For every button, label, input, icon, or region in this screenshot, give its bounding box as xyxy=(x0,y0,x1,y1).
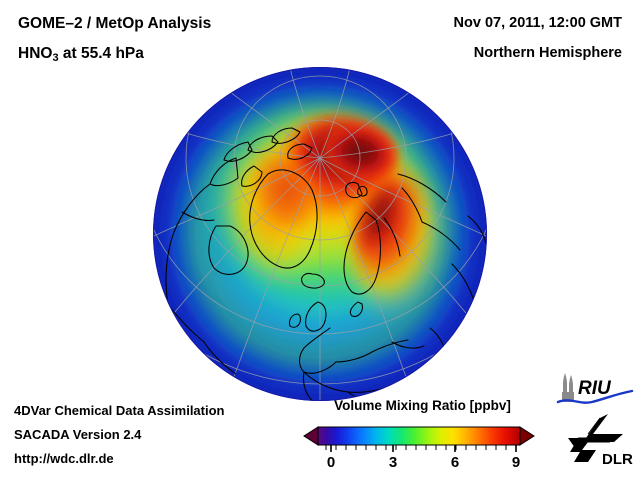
globe-data-field xyxy=(153,67,487,401)
colorbar-over-arrow xyxy=(519,426,535,446)
riu-wordmark: RIU xyxy=(578,378,612,399)
footer-version: SACADA Version 2.4 xyxy=(14,427,142,442)
dlr-wordmark: DLR xyxy=(602,451,633,468)
species-formula-prefix: HNO xyxy=(18,45,53,62)
colorbar-minor-ticks xyxy=(325,445,517,450)
colorbar-major-ticks xyxy=(330,445,517,452)
coastlines xyxy=(165,127,487,401)
page-title-species: HNO3 at 55.4 hPa xyxy=(18,45,144,64)
colorbar-gradient xyxy=(317,426,521,446)
dlr-mark-icon xyxy=(568,414,623,462)
globe-limb-outline xyxy=(153,67,487,401)
hemisphere-label: Northern Hemisphere xyxy=(473,45,622,61)
species-pressure-level: at 55.4 hPa xyxy=(58,45,144,62)
colorbar-under-arrow xyxy=(303,426,319,446)
globe-map xyxy=(152,66,488,402)
colorbar-tick-label-6: 6 xyxy=(451,454,459,468)
colorbar-title: Volume Mixing Ratio [ppbv] xyxy=(334,398,511,413)
colorbar: Volume Mixing Ratio [ppbv] xyxy=(300,398,545,468)
colorbar-tick-label-9: 9 xyxy=(512,454,520,468)
observation-datetime: Nov 07, 2011, 12:00 GMT xyxy=(453,15,622,31)
species-formula-subscript: 3 xyxy=(52,52,59,64)
footer-method: 4DVar Chemical Data Assimilation xyxy=(14,403,225,418)
dlr-logo: DLR xyxy=(566,412,636,470)
graticule-meridians xyxy=(153,67,487,401)
dlr-mark-detail xyxy=(578,417,610,443)
riu-logo: RIU xyxy=(556,372,634,408)
page-title-instrument: GOME–2 / MetOp Analysis xyxy=(18,15,212,32)
riu-wave-icon xyxy=(556,389,634,404)
footer-url: http://wdc.dlr.de xyxy=(14,451,114,466)
colorbar-tick-label-0: 0 xyxy=(327,454,335,468)
riu-tower-icon xyxy=(562,373,574,402)
colorbar-tick-label-3: 3 xyxy=(389,454,397,468)
